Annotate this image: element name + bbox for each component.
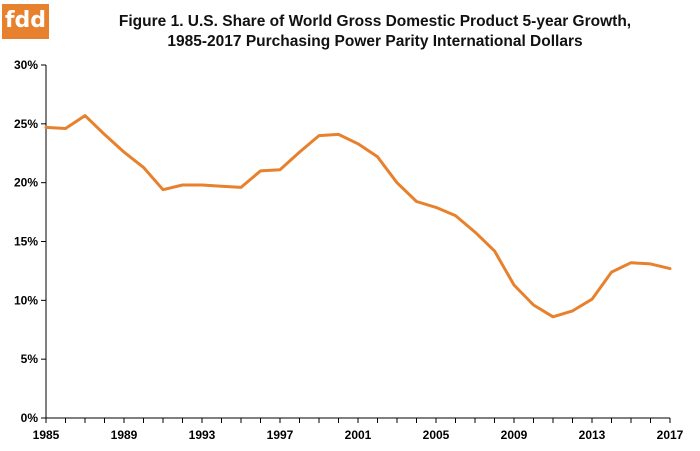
x-tick-label: 2005 [423,428,450,442]
x-tick-label: 2017 [657,428,684,442]
x-tick-label: 2009 [501,428,528,442]
chart-title-line-1: Figure 1. U.S. Share of World Gross Dome… [118,13,632,30]
chart-axes [45,65,670,419]
fdd-logo: fdd [2,4,49,39]
y-tick-label: 30% [14,58,38,72]
y-tick-label: 10% [14,293,38,307]
x-tick-label: 1985 [33,428,60,442]
x-axis-ticks: 1985 1989 1993 1997 2001 2005 2009 2013 2017 [33,418,684,442]
series-line [44,114,672,319]
x-tick-label: 1989 [111,428,138,442]
y-tick-label: 5% [21,352,39,366]
y-tick-label: 15% [14,235,38,249]
x-tick-label: 2001 [345,428,372,442]
y-tick-label: 25% [14,117,38,131]
chart-title-line-2: 1985-2017 Purchasing Power Parity Intern… [167,33,583,50]
y-tick-label: 20% [14,176,38,190]
x-tick-label: 2013 [579,428,606,442]
chart-series [44,114,672,319]
x-tick-label: 1997 [267,428,294,442]
y-axis-ticks: 0% 5% 10% 15% 20% 25% 30% [14,58,46,425]
y-tick-label: 0% [21,411,39,425]
x-tick-label: 1993 [189,428,216,442]
chart-title: Figure 1. U.S. Share of World Gross Dome… [55,12,695,52]
